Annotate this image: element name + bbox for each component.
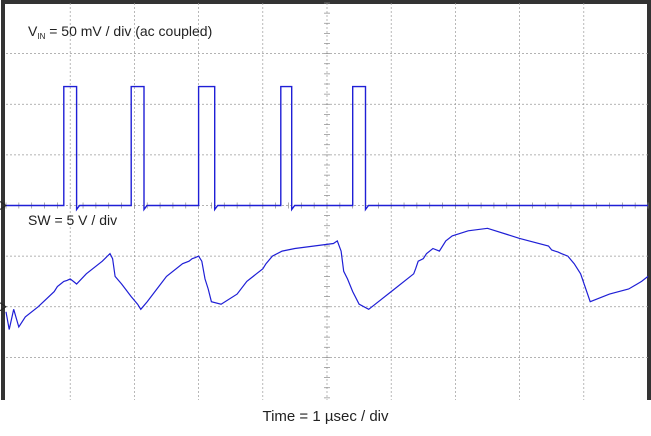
sw-trace <box>6 85 648 212</box>
vin-scale-label: VIN = 50 mV / div (ac coupled) <box>28 23 212 41</box>
vin-trace <box>5 227 649 330</box>
oscilloscope-screen: VIN = 50 mV / div (ac coupled) SW = 5 V /… <box>0 0 651 400</box>
vin-label-main: V <box>28 23 38 39</box>
vin-ground-marker <box>0 302 7 312</box>
sw-ground-marker <box>0 201 7 210</box>
x-axis-label: Time = 1 µsec / div <box>262 408 389 425</box>
vin-label-scale: = 50 mV / div (ac coupled) <box>45 23 212 39</box>
vin-label-subscript: IN <box>37 32 45 41</box>
scope-frame <box>1 0 651 400</box>
sw-scale-label: SW = 5 V / div <box>28 212 117 228</box>
time-base-label: Time = 1 µsec / div <box>0 408 651 425</box>
